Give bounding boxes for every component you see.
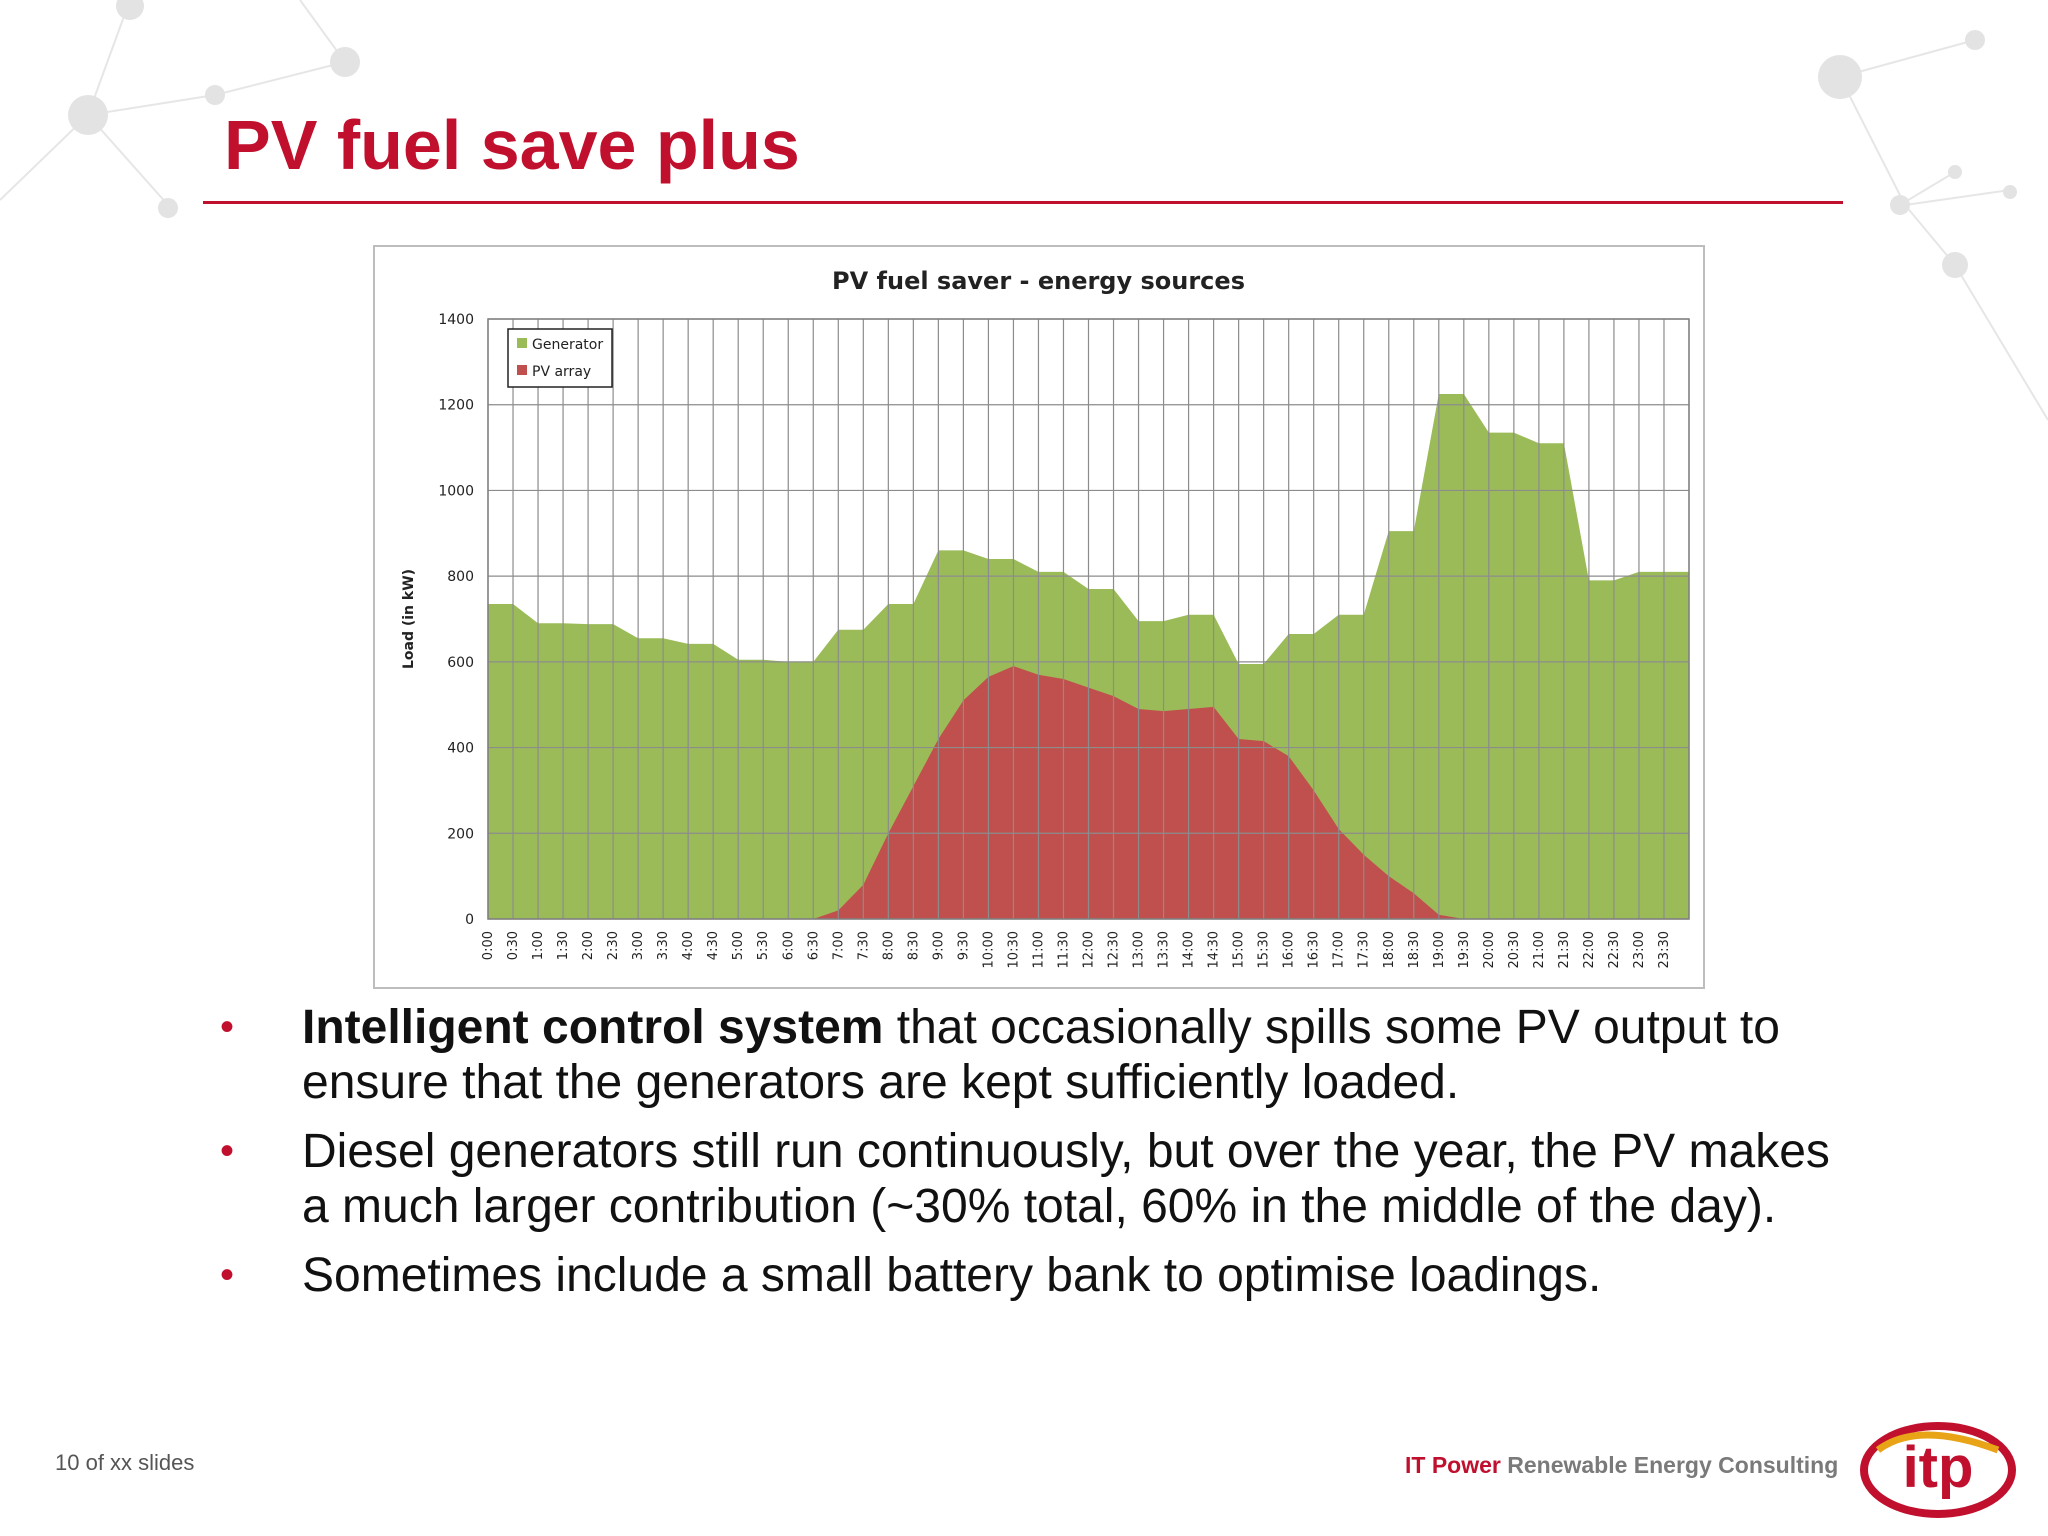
y-tick-label: 1400 — [438, 312, 474, 328]
bullet-item: • Intelligent control system that occasi… — [220, 1000, 1860, 1110]
logo-ring-icon — [1860, 1422, 2016, 1518]
bullet-text: that occasionally spills some PV output … — [302, 1001, 1780, 1109]
x-tick-label: 15:30 — [1257, 931, 1272, 968]
x-tick-label: 22:30 — [1607, 931, 1622, 968]
legend-label: Generator — [532, 337, 603, 353]
x-tick-label: 17:30 — [1357, 931, 1372, 968]
slide-counter: 10 of xx slides — [55, 1450, 195, 1475]
x-tick-label: 6:00 — [781, 931, 796, 960]
x-tick-label: 1:30 — [556, 931, 571, 960]
x-tick-label: 8:30 — [906, 931, 921, 960]
x-tick-label: 14:30 — [1207, 931, 1222, 968]
bullet-text: Diesel generators still run continuously… — [302, 1125, 1830, 1233]
x-tick-label: 12:30 — [1107, 931, 1122, 968]
x-tick-label: 3:00 — [631, 931, 646, 960]
x-tick-label: 14:00 — [1182, 931, 1197, 968]
x-tick-label: 20:30 — [1507, 931, 1522, 968]
x-tick-label: 1:00 — [531, 931, 546, 960]
legend-swatch — [517, 365, 527, 375]
legend-label: PV array — [532, 364, 591, 380]
y-tick-label: 1200 — [438, 398, 474, 414]
bullet-list: • Intelligent control system that occasi… — [220, 1000, 1860, 1317]
energy-sources-chart: 0 200 400 600 800 1000 1200 1400 0:00 0:30 1:00 1:3… — [401, 267, 1690, 968]
x-tick-label: 12:00 — [1082, 931, 1097, 968]
title-rule — [203, 201, 1843, 204]
x-tick-label: 13:30 — [1157, 931, 1172, 968]
x-tick-label: 17:00 — [1332, 931, 1347, 968]
x-tick-label: 5:30 — [756, 931, 771, 960]
x-tick-label: 10:00 — [981, 931, 996, 968]
x-tick-label: 16:30 — [1307, 931, 1322, 968]
x-tick-label: 9:30 — [956, 931, 971, 960]
x-tick-label: 22:00 — [1582, 931, 1597, 968]
x-tick-label: 18:00 — [1382, 931, 1397, 968]
logo-text: itp — [1902, 1435, 1974, 1500]
x-tick-label: 9:00 — [931, 931, 946, 960]
brand-tagline: Renewable Energy Consulting — [1507, 1452, 1839, 1478]
bullet-marker: • — [220, 1253, 235, 1297]
chart-frame: 0 200 400 600 800 1000 1200 1400 0:00 0:30 1:00 1:3… — [373, 245, 1705, 989]
plot-border — [487, 318, 1690, 920]
chart-title: PV fuel saver - energy sources — [832, 267, 1245, 295]
y-axis-label: Load (in kW) — [401, 569, 417, 669]
slide-title: PV fuel save plus — [224, 106, 800, 184]
x-tick-label: 21:00 — [1532, 931, 1547, 968]
x-tick-label: 21:30 — [1557, 931, 1572, 968]
bullet-item: • Diesel generators still run continuous… — [220, 1124, 1860, 1234]
y-tick-label: 400 — [447, 741, 474, 757]
y-tick-label: 200 — [447, 826, 474, 842]
x-tick-label: 4:30 — [706, 931, 721, 960]
x-tick-label: 11:00 — [1031, 931, 1046, 968]
brand-footer: IT Power Renewable Energy Consulting — [1405, 1452, 1838, 1479]
x-tick-label: 8:00 — [881, 931, 896, 960]
itp-logo: itp — [1858, 1420, 2018, 1520]
brand-name: IT Power — [1405, 1452, 1501, 1478]
y-tick-label: 800 — [447, 569, 474, 585]
x-tick-label: 7:30 — [856, 931, 871, 960]
x-tick-label: 0:00 — [481, 931, 496, 960]
bullet-marker: • — [220, 1129, 235, 1173]
bullet-marker: • — [220, 1005, 235, 1049]
x-tick-label: 23:00 — [1632, 931, 1647, 968]
x-tick-label: 0:30 — [506, 931, 521, 960]
x-tick-label: 4:00 — [681, 931, 696, 960]
x-tick-label: 5:00 — [731, 931, 746, 960]
y-tick-label: 0 — [465, 912, 474, 928]
x-tick-label: 6:30 — [806, 931, 821, 960]
x-tick-label: 19:30 — [1457, 931, 1472, 968]
x-tick-label: 16:00 — [1282, 931, 1297, 968]
bullet-bold-text: Intelligent control system — [302, 1001, 884, 1054]
legend-swatch — [517, 338, 527, 348]
y-tick-label: 1000 — [438, 483, 474, 499]
y-tick-label: 600 — [447, 655, 474, 671]
x-tick-label: 2:00 — [581, 931, 596, 960]
x-tick-label: 7:00 — [831, 931, 846, 960]
x-tick-label: 18:30 — [1407, 931, 1422, 968]
x-tick-label: 3:30 — [656, 931, 671, 960]
x-tick-label: 10:30 — [1006, 931, 1021, 968]
x-tick-label: 19:00 — [1432, 931, 1447, 968]
x-tick-label: 13:00 — [1132, 931, 1147, 968]
bullet-text: Sometimes include a small battery bank t… — [302, 1249, 1602, 1302]
x-tick-label: 23:30 — [1657, 931, 1672, 968]
bullet-item: • Sometimes include a small battery bank… — [220, 1248, 1860, 1303]
x-tick-label: 2:30 — [606, 931, 621, 960]
x-tick-label: 20:00 — [1482, 931, 1497, 968]
x-tick-label: 11:30 — [1056, 931, 1071, 968]
x-tick-label: 15:00 — [1232, 931, 1247, 968]
